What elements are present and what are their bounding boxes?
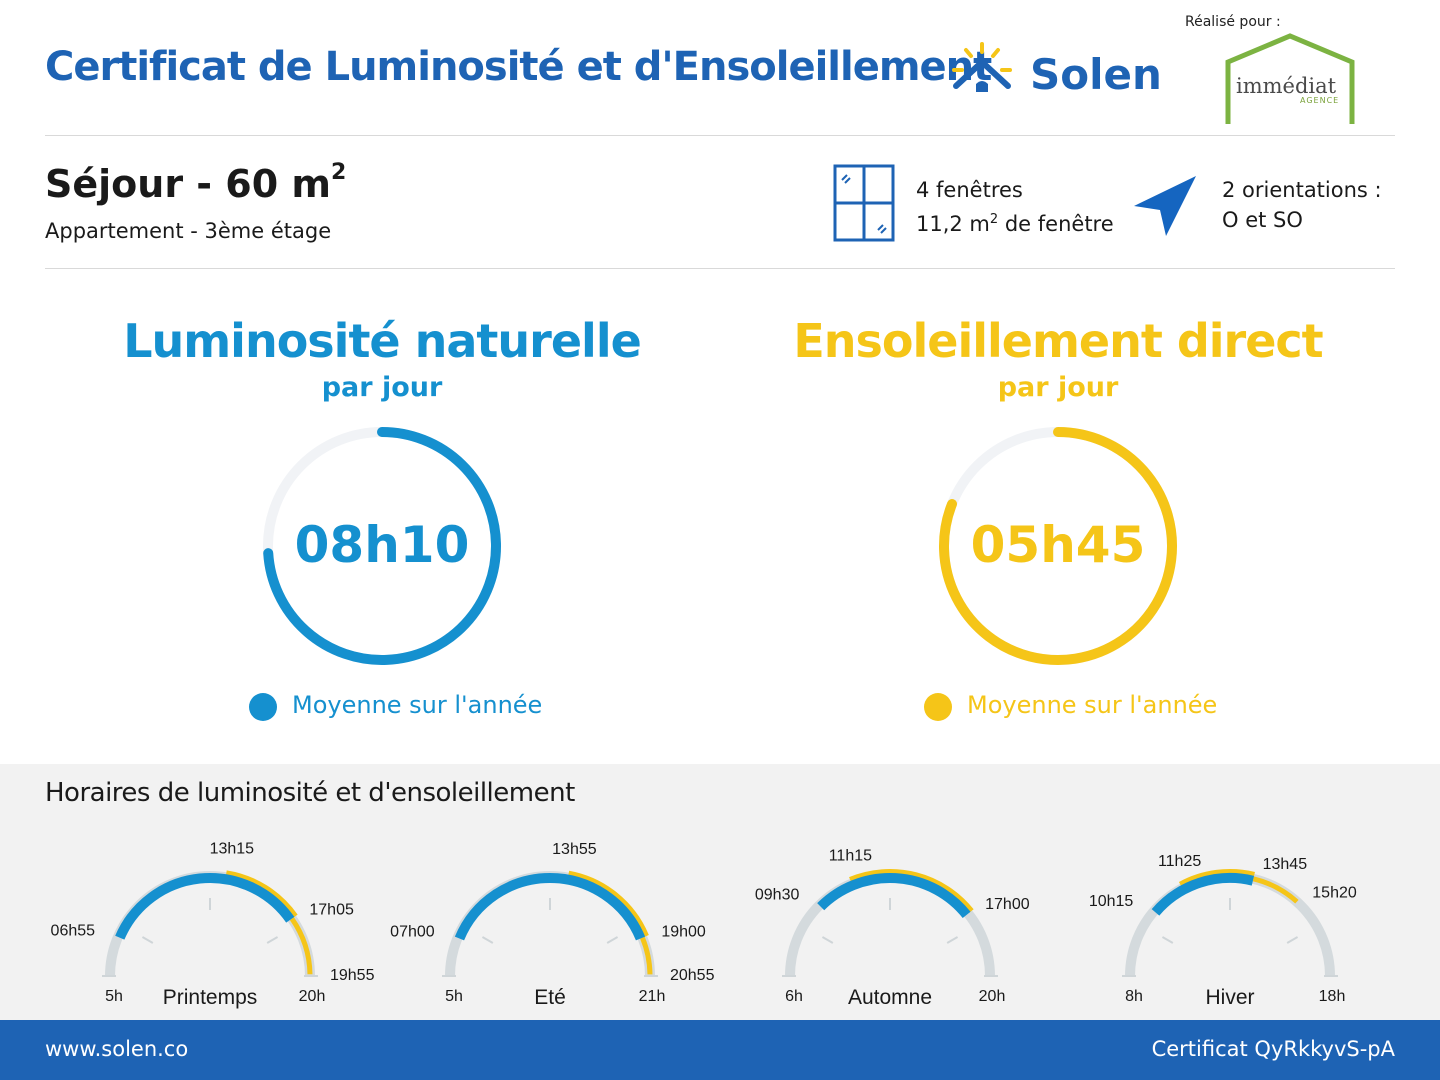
dial-daylight-arc xyxy=(1151,873,1255,916)
dial-start-label: 5h xyxy=(445,988,463,1005)
dial-time-label: 09h30 xyxy=(755,886,800,903)
schedule-title: Horaires de luminosité et d'ensoleilleme… xyxy=(45,778,575,808)
dial-time-label: 13h15 xyxy=(210,840,255,857)
solen-brand-name: Solen xyxy=(1030,50,1162,99)
dial-start-label: 5h xyxy=(105,988,123,1005)
dial-end-label: 20h xyxy=(979,988,1006,1005)
orientation-directions: O et SO xyxy=(1222,208,1303,232)
window-icon xyxy=(833,164,895,242)
dial-tick xyxy=(821,936,834,944)
dial-daylight-arc xyxy=(115,873,295,940)
agency-subtitle: AGENCE xyxy=(1300,96,1340,105)
luminosity-value: 08h10 xyxy=(294,516,470,574)
dial-sun-tail xyxy=(640,936,653,975)
certificate-title: Certificat de Luminosité et d'Ensoleille… xyxy=(45,44,992,90)
dial-sun-arc xyxy=(225,870,298,919)
dial-sun-arc xyxy=(1178,869,1255,888)
dial-track xyxy=(105,871,315,977)
dial-end-label: 20h xyxy=(299,988,326,1005)
dial-sun-tail xyxy=(289,917,313,975)
dial-track xyxy=(1125,871,1335,977)
dial-time-label: 15h20 xyxy=(1312,884,1357,901)
orientation-count: 2 orientations : xyxy=(1222,178,1382,202)
sunshine-arc xyxy=(939,427,1177,665)
sunshine-legend: Moyenne sur l'année xyxy=(967,691,1218,719)
dial-tick xyxy=(481,936,494,944)
dial-time-label: 17h05 xyxy=(309,902,354,919)
dial-time-label: 07h00 xyxy=(390,923,435,940)
dial-season-name: Eté xyxy=(534,986,566,1009)
dial-sun-arc xyxy=(849,869,974,914)
dial-end-label: 21h xyxy=(639,988,666,1005)
orientation-info: 2 orientations : O et SO xyxy=(1222,175,1382,235)
window-info: 4 fenêtres 11,2 m2 de fenêtre xyxy=(916,175,1114,239)
luminosity-subtitle: par jour xyxy=(321,372,443,403)
dial-daylight-arc xyxy=(817,873,971,919)
dial-season-name: Hiver xyxy=(1205,986,1254,1009)
dial-tick xyxy=(266,936,279,944)
dial-time-label: 06h55 xyxy=(51,922,96,939)
dial-tick xyxy=(141,936,154,944)
agency-name: immédiat xyxy=(1236,74,1337,98)
sunshine-title: Ensoleillement direct xyxy=(793,314,1323,368)
footer-certificate-id: Certificat QyRkkyvS-pA xyxy=(1151,1037,1395,1061)
dial-start-label: 8h xyxy=(1125,988,1143,1005)
dial-season-name: Automne xyxy=(848,986,932,1009)
dial-start-label: 6h xyxy=(785,988,803,1005)
realise-pour-label: Réalisé pour : xyxy=(1185,14,1281,30)
room-type: Appartement - 3ème étage xyxy=(45,219,332,243)
luminosity-arc xyxy=(263,427,501,665)
dial-end-label: 18h xyxy=(1319,988,1346,1005)
footer-url-link[interactable]: www.solen.co xyxy=(45,1037,189,1061)
sunshine-legend-dot xyxy=(924,693,952,721)
dial-time-label: 11h25 xyxy=(1158,853,1201,870)
luminosity-legend: Moyenne sur l'année xyxy=(292,691,543,719)
dial-time-label: 13h55 xyxy=(552,841,597,858)
dial-time-label: 11h15 xyxy=(829,848,872,865)
dial-sun-arc xyxy=(568,870,649,938)
agency-logo-icon xyxy=(1225,33,1355,124)
dial-time-label: 17h00 xyxy=(985,896,1030,913)
orientation-arrow-icon xyxy=(1134,176,1196,236)
sunshine-subtitle: par jour xyxy=(997,372,1119,403)
dial-track xyxy=(785,871,995,977)
luminosity-gauge xyxy=(263,427,501,665)
room-name: Séjour - 60 m2 xyxy=(45,160,347,206)
dial-time-label: 20h55 xyxy=(670,967,715,984)
dial-tick xyxy=(1161,936,1174,944)
dial-tick xyxy=(1286,936,1299,944)
dial-season-name: Printemps xyxy=(163,986,258,1009)
dial-time-label: 19h00 xyxy=(661,923,706,940)
window-count: 4 fenêtres xyxy=(916,178,1023,202)
luminosity-title: Luminosité naturelle xyxy=(123,314,642,368)
divider xyxy=(45,268,1395,269)
dial-time-label: 19h55 xyxy=(330,967,375,984)
solen-logo-icon xyxy=(952,42,1012,92)
dial-daylight-arc xyxy=(454,873,646,941)
dial-tick xyxy=(606,936,619,944)
sunshine-gauge xyxy=(939,427,1177,665)
dial-sun-tail xyxy=(1252,876,1299,904)
dial-track xyxy=(445,871,655,977)
divider xyxy=(45,135,1395,136)
footer-bar xyxy=(0,1020,1440,1080)
dial-time-label: 10h15 xyxy=(1089,893,1134,910)
dial-time-label: 13h45 xyxy=(1263,856,1308,873)
sunshine-value: 05h45 xyxy=(970,516,1146,574)
window-area: 11,2 m2 de fenêtre xyxy=(916,212,1114,236)
dial-tick xyxy=(946,936,959,944)
schedule-section xyxy=(0,764,1440,1020)
season-dials: 5h 20h Printemps 06h55 13h15 17h05 19h55 5h 21h E… xyxy=(51,840,1357,1009)
luminosity-legend-dot xyxy=(249,693,277,721)
